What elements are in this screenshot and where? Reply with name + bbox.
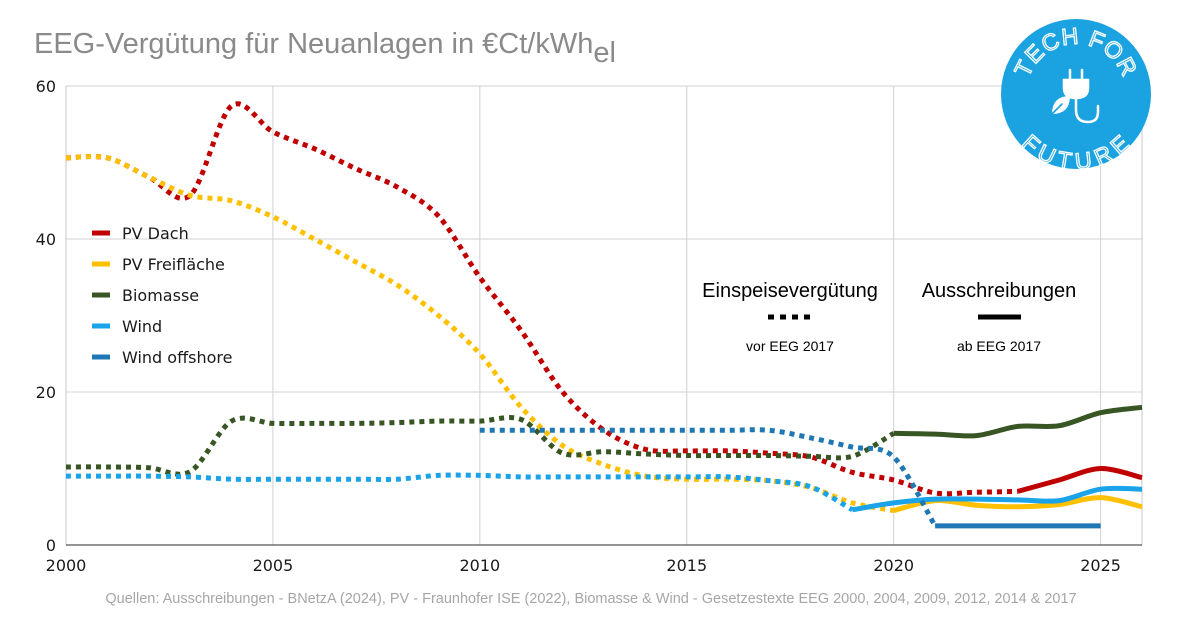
x-tick-label: 2010	[459, 556, 500, 575]
series-line-dotted	[65, 415, 895, 477]
x-tick-label: 2000	[46, 556, 87, 575]
annotation-feed-in-subtitle: vor EEG 2017	[746, 338, 834, 354]
legend-label: PV Freifläche	[122, 255, 225, 274]
series-line-dotted	[66, 472, 854, 512]
chart-title-main: EEG-Vergütung für Neuanlagen in €Ct/kWh	[34, 28, 594, 60]
annotation-feed-in-title: Einspeisevergütung	[702, 280, 878, 302]
y-tick-label: 60	[36, 77, 56, 96]
x-tick-label: 2020	[873, 556, 914, 575]
legend-label: Biomasse	[122, 286, 199, 305]
tech-for-future-logo[interactable]: TECH FOR FUTURE	[1000, 18, 1152, 170]
series-line-solid	[851, 485, 1143, 513]
plug-with-leaf-icon	[1047, 68, 1100, 124]
series-line-dotted	[479, 427, 938, 528]
chart-axes: 0 20 40 60 2000 2005 2010 2015 2020 2025	[36, 77, 1142, 575]
series-wind-offshore	[479, 427, 1101, 529]
series-line-solid	[1017, 465, 1143, 494]
series-wind	[66, 472, 1143, 513]
chart-title-subscript: el	[593, 37, 616, 69]
chart-series	[65, 101, 1143, 529]
sources-note: Quellen: Ausschreibungen - BNetzA (2024)…	[105, 591, 1077, 607]
series-line-dotted	[65, 101, 1018, 497]
x-tick-label: 2025	[1080, 556, 1121, 575]
annotation-auctions-title: Ausschreibungen	[922, 280, 1077, 302]
chart-legend: PV Dach PV Freifläche Biomasse Wind Wind off…	[92, 224, 232, 367]
chart-title: EEG-Vergütung für Neuanlagen in €Ct/kWhe…	[34, 28, 616, 70]
chart-annotations: Einspeisevergütung vor EEG 2017 Ausschreib…	[702, 280, 1076, 354]
y-tick-label: 20	[36, 383, 56, 402]
series-line-solid	[893, 404, 1143, 439]
x-tick-label: 2005	[253, 556, 294, 575]
x-tick-label: 2015	[666, 556, 707, 575]
series-pv-dach	[65, 101, 1143, 497]
annotation-auctions-subtitle: ab EEG 2017	[957, 338, 1041, 354]
y-tick-label: 0	[46, 536, 56, 555]
series-pv-freifl-che	[65, 154, 1143, 514]
legend-label: PV Dach	[122, 224, 189, 243]
y-tick-label: 40	[36, 230, 56, 249]
legend-label: Wind offshore	[122, 348, 232, 367]
series-biomasse	[65, 404, 1143, 477]
legend-label: Wind	[122, 317, 162, 336]
